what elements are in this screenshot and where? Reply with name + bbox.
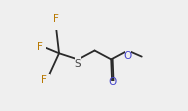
Text: F: F — [37, 42, 43, 52]
Text: S: S — [75, 59, 81, 69]
Text: F: F — [41, 75, 47, 85]
Text: O: O — [124, 51, 132, 60]
Bar — [124, 45, 131, 56]
Bar — [75, 54, 81, 65]
Bar — [43, 74, 50, 85]
Bar — [109, 81, 116, 92]
Bar — [52, 19, 59, 30]
Text: F: F — [53, 14, 59, 24]
Text: O: O — [108, 77, 116, 87]
Bar — [40, 41, 46, 52]
